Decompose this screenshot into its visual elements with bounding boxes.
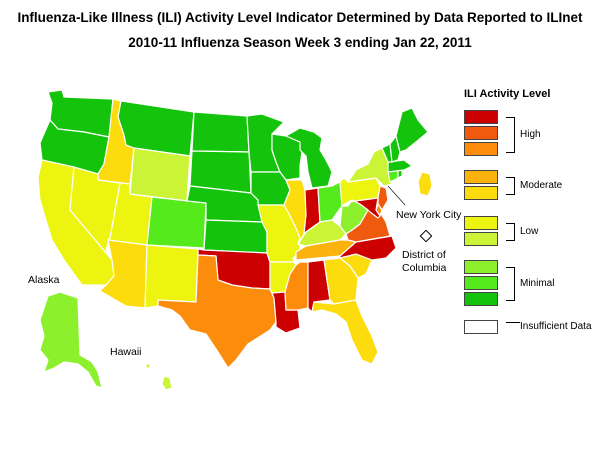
state-TX[interactable]	[157, 254, 277, 369]
map-title: Influenza-Like Illness (ILI) Activity Le…	[17, 10, 583, 25]
state-MA[interactable]	[387, 159, 413, 173]
legend-bracket-low	[506, 223, 515, 241]
legend-swatch-level-1	[464, 292, 498, 306]
legend-swatch-level-4	[464, 232, 498, 246]
label-dc-line2: Columbia	[402, 262, 447, 274]
legend-swatch-level-6	[464, 186, 498, 200]
legend-label-moderate: Moderate	[520, 180, 563, 191]
legend-label-minimal: Minimal	[520, 278, 555, 289]
legend-swatch-level-3	[464, 260, 498, 274]
state-WY[interactable]	[129, 147, 191, 202]
label-hawaii: Hawaii	[110, 346, 142, 358]
legend-label-low: Low	[520, 226, 539, 237]
state-MI[interactable]	[285, 127, 333, 189]
legend-label-insufficient: Insufficient Data	[520, 321, 592, 332]
legend-bracket-moderate	[506, 177, 515, 195]
legend-swatch-insufficient	[464, 320, 498, 334]
state-HI[interactable]	[161, 375, 173, 391]
state-KS[interactable]	[203, 219, 268, 254]
state-IL[interactable]	[283, 179, 307, 245]
legend-insufficient-connector	[506, 322, 520, 323]
state-MD[interactable]	[347, 197, 381, 219]
state-AK[interactable]	[39, 291, 103, 389]
state-ME[interactable]	[395, 107, 429, 153]
legend: ILI Activity Level High Moderate Low Min…	[462, 88, 600, 348]
nyc-region[interactable]	[417, 171, 433, 197]
label-alaska: Alaska	[28, 274, 60, 286]
state-OH[interactable]	[317, 181, 343, 223]
legend-swatch-level-7	[464, 170, 498, 184]
dc-region[interactable]	[419, 229, 433, 243]
legend-swatch-level-5	[464, 216, 498, 230]
state-FL[interactable]	[311, 299, 379, 365]
legend-label-high: High	[520, 129, 541, 140]
us-ili-map: Alaska Hawaii New York City District of …	[28, 89, 462, 391]
legend-title: ILI Activity Level	[464, 88, 551, 100]
legend-swatch-level-8	[464, 142, 498, 156]
legend-bracket-minimal	[506, 267, 515, 301]
label-nyc: New York City	[396, 209, 462, 221]
legend-swatch-level-9	[464, 126, 498, 140]
legend-bracket-high	[506, 117, 515, 153]
state-CO[interactable]	[146, 196, 207, 249]
state-NM[interactable]	[144, 244, 199, 309]
legend-swatch-level-2	[464, 276, 498, 290]
nyc-leader-line	[387, 185, 406, 206]
state-ND[interactable]	[191, 111, 250, 153]
legend-swatch-level-10	[464, 110, 498, 124]
label-dc-line1: District of	[402, 249, 446, 261]
state-HI-islands	[145, 363, 151, 369]
map-subtitle: 2010-11 Influenza Season Week 3 ending J…	[128, 35, 472, 50]
